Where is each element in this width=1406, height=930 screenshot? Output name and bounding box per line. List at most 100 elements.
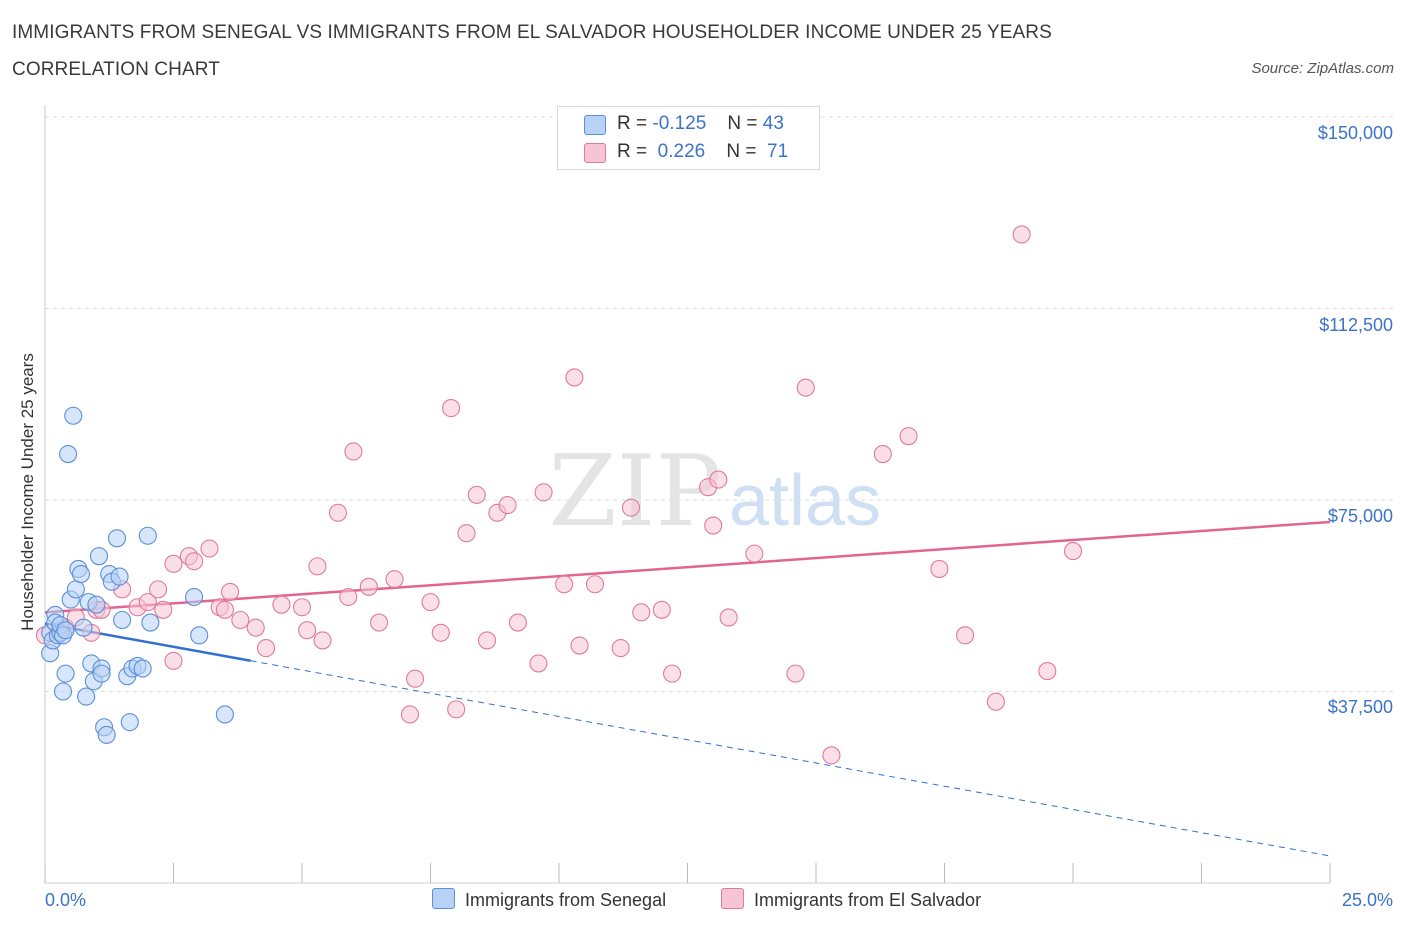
point-el-salvador [930,559,949,578]
y-tick-label-112500: $112,500 [1319,315,1393,335]
point-senegal [53,682,73,701]
watermark-atlas: atlas [729,461,881,541]
point-el-salvador [308,557,327,576]
legend-r-value-el-salvador: 0.226 [657,141,706,162]
point-el-salvador [442,399,461,418]
point-el-salvador [565,368,584,387]
legend-r-value-senegal: -0.125 [652,113,707,134]
point-el-salvador [534,483,553,502]
point-el-salvador [328,503,348,522]
point-el-salvador [719,608,738,627]
stats-legend: R = -0.125 N = 43 R = 0.226 N = 71 [557,106,820,170]
point-el-salvador [447,700,466,719]
point-el-salvador [164,554,183,573]
point-el-salvador [138,593,157,612]
point-senegal [77,687,96,706]
point-senegal [133,659,152,678]
point-el-salvador [745,544,764,563]
point-el-salvador [339,587,358,607]
trend-line-el-salvador [44,520,1331,614]
point-senegal [56,664,75,683]
point-el-salvador [498,496,517,515]
point-el-salvador [344,442,363,461]
y-tick-label-37500: $37,500 [1327,697,1393,717]
point-senegal [59,444,78,464]
point-el-salvador [1038,662,1057,681]
legend-n-label: N = [726,141,757,162]
point-el-salvador [663,664,682,683]
point-senegal [74,618,93,637]
point-senegal [138,526,157,545]
point-senegal [97,725,116,744]
watermark-zip: ZIP [549,435,722,549]
point-el-salvador [796,378,815,397]
legend-n-value-senegal: 43 [762,113,784,134]
legend-r-label: R = [617,141,648,162]
point-el-salvador [292,598,312,617]
point-senegal [89,547,109,566]
point-el-salvador [899,427,918,446]
point-el-salvador [529,654,548,673]
point-el-salvador [200,539,219,558]
point-el-salvador [570,636,589,655]
point-senegal [190,626,209,645]
y-axis-label: Householder Income Under 25 years [18,353,37,631]
point-senegal [141,613,160,632]
point-el-salvador [164,651,183,670]
point-el-salvador [246,618,265,637]
point-el-salvador [621,498,641,517]
point-senegal [71,564,91,584]
point-el-salvador [421,593,440,612]
point-senegal [56,621,75,640]
point-senegal [92,664,111,683]
point-el-salvador [400,705,419,724]
chart-title: IMMIGRANTS FROM SENEGAL VS IMMIGRANTS FR… [12,22,1052,80]
point-el-salvador [956,626,975,645]
trend-line-senegal-projection [250,660,1331,857]
point-el-salvador [149,580,168,599]
y-tick-label-75000: $75,000 [1327,506,1393,526]
point-senegal [110,567,129,586]
point-el-salvador [822,746,841,765]
bottom-legend-el-salvador: Immigrants from El Salvador [721,888,981,911]
bottom-legend-swatch-el-salvador [721,888,744,909]
point-el-salvador [873,444,892,464]
point-el-salvador [406,669,425,688]
legend-swatch-senegal [584,115,606,135]
source-label: Source: ZipAtlas.com [1251,60,1394,77]
point-el-salvador [231,610,250,630]
grid-lines [45,116,1395,692]
point-el-salvador [467,485,486,504]
x-tick-label-min: 0.0% [45,890,87,910]
point-senegal [64,406,83,425]
point-el-salvador [215,600,234,619]
point-senegal [66,580,85,599]
point-el-salvador [585,575,605,594]
point-senegal [120,713,139,732]
point-el-salvador [1063,542,1083,561]
y-tick-label-150000: $150,000 [1317,123,1393,143]
legend-r-label: R = [617,113,648,134]
legend-swatch-el-salvador [584,143,606,163]
point-el-salvador [431,623,450,642]
point-el-salvador [652,600,671,619]
point-el-salvador [786,664,805,683]
point-senegal [185,587,204,607]
point-el-salvador [555,575,574,594]
point-senegal [107,529,127,548]
point-el-salvador [370,613,389,632]
watermark: ZIP atlas [549,435,881,549]
legend-n-value-el-salvador: 71 [767,141,789,162]
point-el-salvador [704,516,723,535]
point-el-salvador [611,639,630,658]
point-el-salvador [359,577,378,596]
bottom-legend-swatch-senegal [432,888,455,909]
point-el-salvador [457,524,476,543]
point-el-salvador [298,621,317,640]
point-el-salvador [272,595,291,614]
point-senegal [113,610,132,630]
point-el-salvador [185,552,204,571]
point-el-salvador [1012,225,1031,244]
data-points [35,225,1083,765]
